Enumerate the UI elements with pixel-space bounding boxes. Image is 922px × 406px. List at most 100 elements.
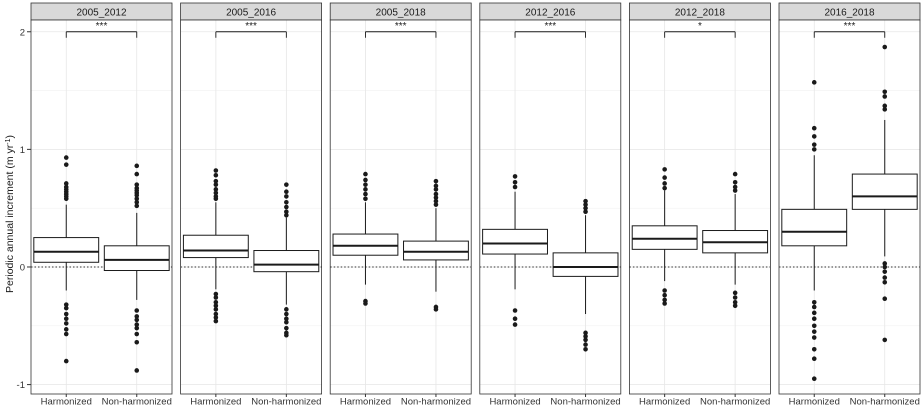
x-tick-label: Non-harmonized <box>550 397 620 406</box>
box-harmonized <box>781 80 848 382</box>
significance-bracket: *** <box>514 21 586 38</box>
outlier-point <box>284 182 289 187</box>
outlier-point <box>583 209 588 215</box>
x-tick-label: Harmonized <box>789 397 840 406</box>
box-harmonized <box>182 168 249 324</box>
outlier-point <box>284 319 289 325</box>
outlier-point <box>583 198 588 204</box>
outlier-point <box>732 290 738 296</box>
outlier-point <box>662 301 667 306</box>
outlier-point <box>134 331 140 337</box>
outlier-point <box>882 279 888 285</box>
facet-strip-label: 2005_2012 <box>76 8 126 19</box>
box-iqr <box>403 240 469 261</box>
x-tick-label: Harmonized <box>41 397 92 406</box>
outlier-point <box>882 337 888 343</box>
outlier-point <box>662 185 667 191</box>
outlier-point <box>213 299 219 305</box>
facet-strip-label: 2016_2018 <box>824 8 874 19</box>
outlier-point <box>213 172 219 178</box>
outlier-point <box>512 316 518 322</box>
outlier-point <box>134 196 140 202</box>
outlier-point <box>882 107 888 112</box>
x-tick-label: Harmonized <box>489 397 540 406</box>
outlier-point <box>811 304 817 310</box>
outlier-point <box>512 174 518 179</box>
outlier-point <box>63 305 69 311</box>
outlier-point <box>63 155 69 160</box>
outlier-point <box>63 316 69 322</box>
significance-label: *** <box>96 21 108 32</box>
outlier-point <box>134 322 140 327</box>
outlier-point <box>134 325 140 331</box>
outlier-point <box>811 80 817 85</box>
facet-strip-label: 2005_2018 <box>376 8 426 19</box>
outlier-point <box>284 307 289 312</box>
outlier-point <box>882 264 888 270</box>
outlier-point <box>882 296 888 302</box>
panel-border <box>479 19 622 395</box>
outlier-point <box>433 202 439 207</box>
outlier-point <box>732 299 738 305</box>
facet-strip-label: 2012_2016 <box>525 8 575 19</box>
outlier-point <box>63 358 69 364</box>
panel-background <box>629 20 771 394</box>
outlier-point <box>882 261 888 266</box>
outlier-point <box>134 163 140 169</box>
outlier-point <box>213 307 219 312</box>
outlier-point <box>363 171 368 177</box>
facet-panel-2012_2018: 2012_2018 * Harmonized Non-harmonized <box>629 2 771 406</box>
box-iqr <box>482 228 548 255</box>
outlier-point <box>732 180 738 185</box>
facet-strip-label: 2012_2018 <box>675 8 725 19</box>
outlier-point <box>134 203 140 209</box>
outlier-point <box>213 190 219 196</box>
outlier-point <box>811 376 817 382</box>
outlier-point <box>811 335 817 340</box>
facet-panels: 2005_2012 *** Harmonized Non-harmonized 2005… <box>30 2 921 406</box>
box-iqr <box>631 225 698 250</box>
significance-label: *** <box>544 21 556 32</box>
outlier-point <box>811 329 817 334</box>
outlier-point <box>134 171 140 177</box>
outlier-point <box>882 89 888 95</box>
outlier-point <box>662 292 667 298</box>
box-harmonized <box>631 167 698 306</box>
y-axis-label-close: ) <box>4 135 16 139</box>
outlier-point <box>63 331 69 337</box>
outlier-point <box>284 332 289 338</box>
significance-bracket: *** <box>365 21 437 38</box>
outlier-point <box>512 322 518 327</box>
outlier-point <box>213 295 219 300</box>
outlier-point <box>583 330 588 336</box>
box-iqr <box>33 237 100 263</box>
outlier-point <box>882 103 888 109</box>
outlier-point <box>811 316 817 322</box>
outlier-point <box>213 291 219 297</box>
outlier-point <box>134 339 140 345</box>
outlier-point <box>811 299 817 305</box>
y-tick-label: 2 <box>20 27 25 38</box>
outlier-point <box>433 187 439 192</box>
box-iqr <box>332 233 399 256</box>
outlier-point <box>363 191 368 197</box>
outlier-point <box>284 212 289 218</box>
outlier-point <box>583 337 588 343</box>
box-harmonized <box>33 155 100 364</box>
outlier-point <box>213 182 219 187</box>
x-tick-label: Non-harmonized <box>102 397 172 406</box>
outlier-point <box>284 199 289 205</box>
outlier-point <box>213 315 219 320</box>
outlier-point <box>63 196 69 202</box>
outlier-point <box>134 317 140 323</box>
outlier-point <box>433 183 439 189</box>
x-tick-label: Non-harmonized <box>700 397 770 406</box>
facet-panel-2005_2016: 2005_2016 *** Harmonized Non-harmonized <box>180 2 323 406</box>
outlier-point <box>882 94 888 99</box>
outlier-point <box>134 182 140 187</box>
outlier-point <box>732 188 738 193</box>
x-tick-label: Harmonized <box>639 397 690 406</box>
facet-panel-2016_2018: 2016_2018 *** Harmonized Non-harmonized <box>778 2 921 406</box>
outlier-point <box>363 177 368 183</box>
outlier-point <box>732 171 738 177</box>
